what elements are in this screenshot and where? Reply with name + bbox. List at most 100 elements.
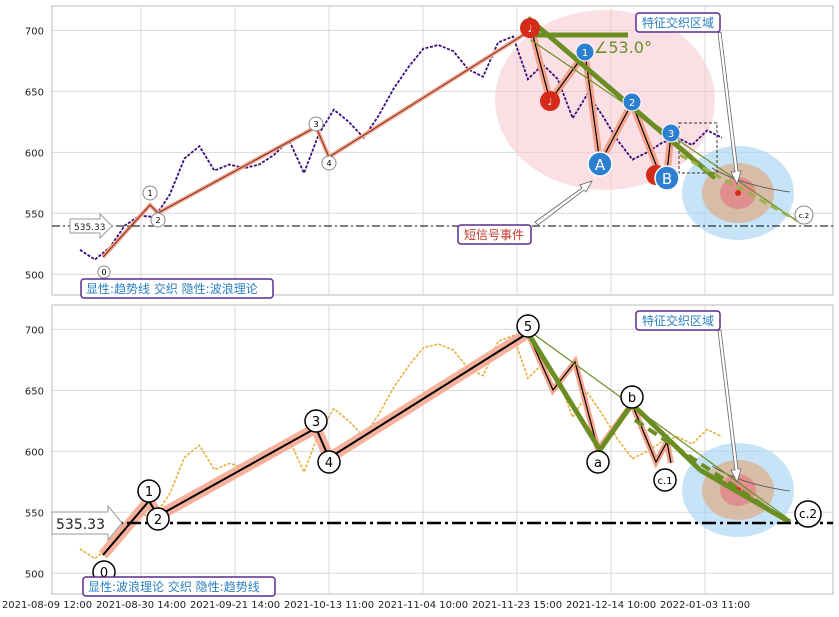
svg-text:c.2: c.2 [799, 507, 817, 521]
svg-text:2: 2 [629, 98, 635, 109]
signal-arrow [534, 180, 593, 226]
marker-2-top: 2 [622, 92, 642, 112]
y-tick-label: 600 [25, 148, 44, 159]
svg-text:0: 0 [100, 566, 108, 581]
trend-line-main [526, 16, 717, 180]
trend-zigzag-bottom [525, 331, 702, 472]
x-tick-label: 2021-09-21 14:00 [190, 600, 280, 611]
wave-label-2-top: 2 [150, 212, 166, 228]
x-tick-label: 2021-08-09 12:00 [2, 600, 92, 611]
bottom-grid [52, 305, 833, 594]
x-tick-label: 2021-11-23 15:00 [472, 600, 562, 611]
caption-box-bottom [82, 576, 276, 597]
note-marker-peak: ♩ [520, 18, 540, 38]
wave-label-5-bottom: 5 [516, 314, 540, 338]
x-tick-label: 2021-11-04 10:00 [378, 600, 468, 611]
wave-label-c2-top: c.2 [794, 205, 814, 225]
zone-ellipse-red [495, 10, 715, 190]
svg-text:3: 3 [668, 129, 674, 140]
svg-text:3: 3 [312, 415, 320, 430]
svg-text:0: 0 [101, 268, 106, 277]
svg-text:3: 3 [313, 120, 318, 129]
projection-arc-bottom [711, 465, 791, 492]
x-tick-label: 2022-01-03 11:00 [660, 600, 750, 611]
x-tick-label: 2021-08-30 14:00 [96, 600, 186, 611]
wave-label-1-bottom: 1 [137, 479, 161, 503]
wave-label-1-top: 1 [142, 185, 158, 201]
svg-text:4: 4 [325, 456, 333, 471]
price-series-bottom [79, 334, 723, 560]
marker-1-top: 1 [575, 42, 595, 62]
wave-label-4-bottom: 4 [317, 450, 341, 474]
zone-arrow-bottom [717, 329, 742, 484]
svg-text:2: 2 [155, 216, 160, 225]
zone-label-box-top [635, 12, 721, 33]
trend-line-dashed [679, 153, 801, 224]
caption-bottom: 显性:波浪理论 交织 隐性:趋势线 [88, 579, 260, 594]
trend-line-thin-bottom [527, 329, 791, 521]
wave-label-3-bottom: 3 [304, 409, 328, 433]
wave-label-0-top: 0 [97, 265, 111, 279]
x-axis-ticks: 2021-08-09 12:00 2021-08-30 14:00 2021-09-… [2, 600, 750, 611]
top-panel-frame [51, 5, 834, 296]
y-tick-label: 700 [25, 325, 44, 336]
y-tick-label: 600 [25, 447, 44, 458]
marker-3-top: 3 [661, 123, 681, 143]
svg-text:a: a [594, 456, 602, 471]
reference-arrow-top [69, 212, 113, 240]
y-axis-ticks: 500 550 600 650 700 500 550 600 650 700 [25, 26, 44, 580]
svg-text:A: A [595, 156, 606, 174]
top-panel: 535.33 0 1 2 3 4 c.2 ♩ ♩ 1 2 3 A B ∠53.0… [52, 10, 833, 299]
svg-text:1: 1 [582, 48, 588, 59]
wave-label-2-bottom: 2 [146, 507, 170, 531]
y-tick-label: 700 [25, 26, 44, 37]
wave-label-c2-bottom: c.2 [794, 500, 822, 528]
svg-text:♩: ♩ [528, 24, 533, 35]
y-tick-label: 550 [25, 209, 44, 220]
wave-label-4-top: 4 [321, 155, 337, 171]
zone-arrow-top [717, 31, 742, 186]
wave-label-c1-bottom: c.1 [653, 468, 677, 492]
svg-text:5: 5 [524, 320, 532, 335]
zone-label-top: 特征交织区域 [642, 15, 714, 30]
signal-label-box [457, 224, 532, 245]
angle-label: ∠53.0° [594, 38, 652, 57]
reference-value-bottom: 535.33 [56, 517, 105, 533]
marker-A-top: A [587, 151, 613, 177]
y-tick-label: 500 [25, 569, 44, 580]
projection-arc [711, 167, 791, 193]
wave-label-b-bottom: b [620, 385, 644, 409]
y-tick-label: 500 [25, 270, 44, 281]
impulse-line-bottom [102, 332, 529, 556]
svg-text:c.1: c.1 [657, 476, 672, 487]
marker-B-top: B [654, 165, 680, 191]
reference-arrow-bottom [51, 504, 123, 542]
signal-label: 短信号事件 [464, 228, 524, 242]
svg-text:♩: ♩ [548, 97, 553, 108]
y-tick-label: 650 [25, 386, 44, 397]
y-tick-label: 550 [25, 508, 44, 519]
x-tick-label: 2021-10-13 11:00 [284, 600, 374, 611]
y-tick-label: 650 [25, 87, 44, 98]
svg-text:2: 2 [154, 513, 162, 528]
svg-text:B: B [662, 170, 672, 188]
wave-label-3-top: 3 [308, 116, 324, 132]
impulse-line-top [102, 31, 529, 258]
trend-line-solid-bottom [698, 467, 792, 525]
reference-value-top: 535.33 [74, 223, 106, 233]
caption-top: 显性:趋势线 交织 隐性:波浪理论 [86, 281, 258, 296]
svg-text:1: 1 [145, 485, 153, 500]
zone-label-bottom: 特征交织区域 [642, 313, 714, 328]
x-tick-label: 2021-12-14 10:00 [566, 600, 656, 611]
svg-text:1: 1 [147, 189, 152, 198]
zone-label-box-bottom [635, 310, 721, 331]
svg-text:b: b [628, 391, 636, 406]
caption-box-top [80, 278, 274, 299]
bottom-panel: 535.33 0 1 2 3 4 5 a b c.1 c.2 特征交织区域 显性… [51, 310, 833, 597]
wave-label-a-bottom: a [586, 450, 610, 474]
svg-text:4: 4 [326, 159, 331, 168]
note-marker-dip: ♩ [540, 91, 560, 111]
target-point [735, 190, 741, 196]
svg-text:c.2: c.2 [799, 212, 810, 220]
